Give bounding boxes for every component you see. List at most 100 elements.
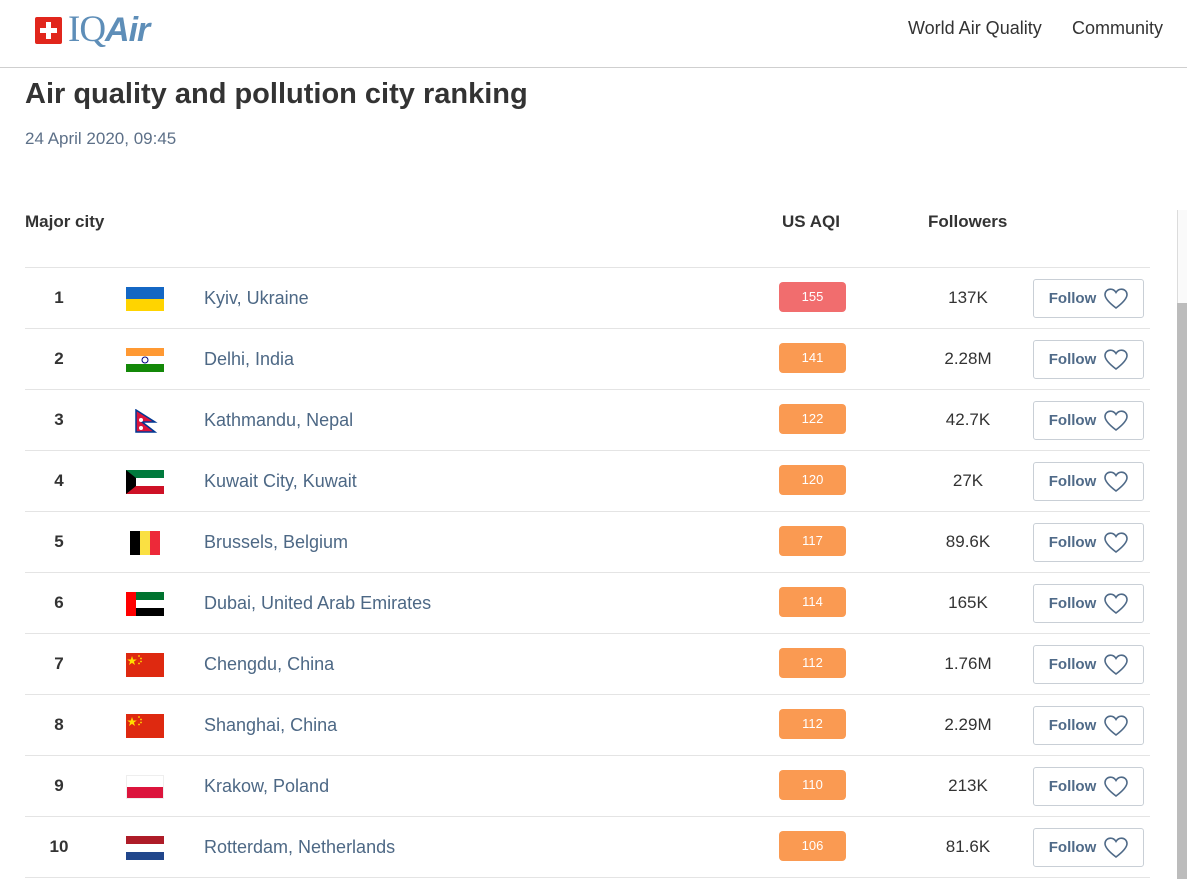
follow-button[interactable]: Follow <box>1033 706 1144 745</box>
heart-icon <box>1104 348 1129 371</box>
table-row: 7 Chengdu, China 112 1.76M Follow <box>25 634 1150 695</box>
city-link[interactable]: Chengdu, China <box>204 654 335 674</box>
followers-count: 81.6K <box>945 837 991 856</box>
follow-button[interactable]: Follow <box>1033 828 1144 867</box>
rank-number: 9 <box>54 776 64 795</box>
table-row: 3 Kathmandu, Nepal 122 42.7K Follow <box>25 390 1150 451</box>
nav-community[interactable]: Community <box>1072 18 1164 38</box>
heart-icon <box>1104 287 1129 310</box>
page-title: Air quality and pollution city ranking <box>25 78 528 110</box>
logo-text: IQAir <box>68 9 150 50</box>
aqi-badge: 110 <box>779 770 846 800</box>
followers-count: 2.29M <box>944 715 992 734</box>
rank-number: 5 <box>54 532 64 551</box>
followers-count: 213K <box>948 776 988 795</box>
india-flag-icon <box>126 348 164 372</box>
uae-flag-icon <box>126 592 164 616</box>
followers-count: 89.6K <box>945 532 991 551</box>
rank-number: 3 <box>54 410 64 429</box>
follow-label: Follow <box>1048 656 1097 673</box>
follow-label: Follow <box>1048 534 1097 551</box>
poland-flag-icon <box>126 775 164 799</box>
follow-label: Follow <box>1048 595 1097 612</box>
heart-icon <box>1104 714 1129 737</box>
follow-label: Follow <box>1048 473 1097 490</box>
city-link[interactable]: Shanghai, China <box>204 715 338 735</box>
column-header-major-city: Major city <box>25 212 105 231</box>
follow-button[interactable]: Follow <box>1033 340 1144 379</box>
follow-button[interactable]: Follow <box>1033 523 1144 562</box>
aqi-badge: 112 <box>779 648 846 678</box>
rank-number: 1 <box>54 288 64 307</box>
netherlands-flag-icon <box>126 836 164 860</box>
follow-label: Follow <box>1048 839 1097 856</box>
aqi-badge: 117 <box>779 526 846 556</box>
heart-icon <box>1104 592 1129 615</box>
heart-icon <box>1104 531 1129 554</box>
aqi-badge: 122 <box>779 404 846 434</box>
follow-button[interactable]: Follow <box>1033 401 1144 440</box>
aqi-badge: 120 <box>779 465 846 495</box>
follow-label: Follow <box>1048 351 1097 368</box>
rank-number: 6 <box>54 593 64 612</box>
followers-count: 137K <box>948 288 988 307</box>
rank-number: 10 <box>49 837 69 856</box>
aqi-badge: 106 <box>779 831 846 861</box>
rank-number: 8 <box>54 715 64 734</box>
city-link[interactable]: Rotterdam, Netherlands <box>204 837 396 857</box>
followers-count: 27K <box>952 471 984 490</box>
nav-world-air-quality[interactable]: World Air Quality <box>908 18 1042 38</box>
follow-button[interactable]: Follow <box>1033 462 1144 501</box>
city-link[interactable]: Brussels, Belgium <box>204 532 349 552</box>
follow-label: Follow <box>1048 778 1097 795</box>
aqi-badge: 155 <box>779 282 846 312</box>
follow-label: Follow <box>1048 290 1097 307</box>
followers-count: 1.76M <box>944 654 992 673</box>
iqair-logo[interactable]: IQAir <box>35 9 150 50</box>
city-link[interactable]: Kyiv, Ukraine <box>204 288 309 308</box>
table-row: 9 Krakow, Poland 110 213K Follow <box>25 756 1150 817</box>
page-timestamp: 24 April 2020, 09:45 <box>25 129 177 148</box>
city-link[interactable]: Kathmandu, Nepal <box>204 410 354 430</box>
follow-button[interactable]: Follow <box>1033 767 1144 806</box>
table-row: 4 Kuwait City, Kuwait 120 27K Follow <box>25 451 1150 512</box>
table-row: 6 Dubai, United Arab Emirates 114 165K Follo… <box>25 573 1150 634</box>
city-link[interactable]: Dubai, United Arab Emirates <box>204 593 432 613</box>
logo-air-text: Air <box>105 11 150 49</box>
kuwait-flag-icon <box>126 470 164 494</box>
table-row: 10 Rotterdam, Netherlands 106 81.6K Follow <box>25 817 1150 878</box>
followers-count: 2.28M <box>944 349 992 368</box>
logo-iq-text: IQ <box>68 9 106 50</box>
rank-number: 7 <box>54 654 64 673</box>
heart-icon <box>1104 836 1129 859</box>
followers-count: 165K <box>948 593 988 612</box>
follow-button[interactable]: Follow <box>1033 279 1144 318</box>
aqi-badge: 141 <box>779 343 846 373</box>
followers-count: 42.7K <box>945 410 991 429</box>
follow-button[interactable]: Follow <box>1033 584 1144 623</box>
heart-icon <box>1104 409 1129 432</box>
top-navigation-bar: IQAir World Air Quality Community <box>0 0 1187 68</box>
scrollbar-thumb[interactable] <box>1177 303 1187 879</box>
follow-button[interactable]: Follow <box>1033 645 1144 684</box>
city-ranking-table: 1 Kyiv, Ukraine 155 137K Follow 2 Delhi, India… <box>25 267 1150 878</box>
rank-number: 4 <box>54 471 64 490</box>
table-row: 1 Kyiv, Ukraine 155 137K Follow <box>25 268 1150 329</box>
city-link[interactable]: Kuwait City, Kuwait <box>204 471 357 491</box>
belgium-flag-icon <box>126 531 164 555</box>
heart-icon <box>1104 653 1129 676</box>
column-header-us-aqi: US AQI <box>782 212 840 231</box>
city-link[interactable]: Krakow, Poland <box>204 776 330 796</box>
aqi-badge: 114 <box>779 587 846 617</box>
follow-label: Follow <box>1048 717 1097 734</box>
aqi-badge: 112 <box>779 709 846 739</box>
china-flag-icon <box>126 653 164 677</box>
heart-icon <box>1104 470 1129 493</box>
china-flag-icon <box>126 714 164 738</box>
follow-label: Follow <box>1048 412 1097 429</box>
table-row: 2 Delhi, India 141 2.28M Follow <box>25 329 1150 390</box>
rank-number: 2 <box>54 349 64 368</box>
ukraine-flag-icon <box>126 287 164 311</box>
table-row: 8 Shanghai, China 112 2.29M Follow <box>25 695 1150 756</box>
city-link[interactable]: Delhi, India <box>204 349 295 369</box>
